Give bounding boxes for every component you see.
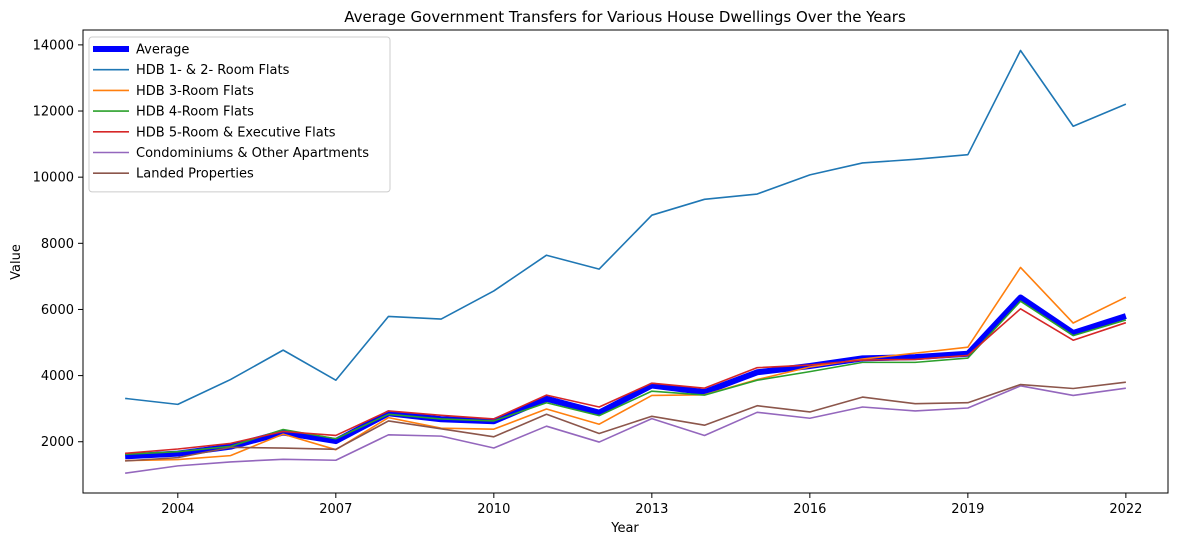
x-axis: 2004 2007 2010 2013 2016 2019 2022: [161, 493, 1142, 517]
series-line-0: [124, 294, 1127, 460]
legend-label-0: Average: [136, 43, 189, 58]
x-axis-title: Year: [610, 521, 639, 536]
series-line-2: [125, 266, 1127, 462]
series-line-5: [125, 385, 1126, 474]
legend-label-6: Landed Properties: [136, 167, 254, 182]
x-tick-label: 2004: [161, 502, 194, 517]
plot-frame: [82, 29, 1169, 494]
x-tick-label: 2016: [793, 502, 826, 517]
legend: Average HDB 1- & 2- Room Flats HDB 3-Room …: [88, 36, 391, 193]
x-tick-label: 2022: [1109, 502, 1142, 517]
x-tick-label: 2007: [319, 502, 352, 517]
legend-label-3: HDB 4-Room Flats: [136, 105, 254, 120]
x-tick-label: 2010: [477, 502, 510, 517]
y-tick-label: 8000: [41, 237, 74, 252]
legend-label-5: Condominiums & Other Apartments: [136, 146, 369, 161]
series-line-3: [125, 300, 1127, 456]
legend-label-1: HDB 1- & 2- Room Flats: [136, 63, 290, 78]
plot-lines: [124, 49, 1127, 474]
legend-label-2: HDB 3-Room Flats: [136, 84, 254, 99]
series-line-4: [125, 307, 1127, 455]
series-line-1: [125, 49, 1127, 406]
y-tick-label: 6000: [41, 303, 74, 318]
series-line-6: [125, 381, 1126, 462]
legend-box: [88, 36, 391, 193]
x-tick-label: 2019: [951, 502, 984, 517]
y-tick-label: 2000: [41, 435, 74, 450]
legend-label-4: HDB 5-Room & Executive Flats: [136, 125, 336, 140]
y-tick-label: 4000: [41, 369, 74, 384]
y-tick-label: 10000: [33, 171, 74, 186]
y-tick-label: 12000: [33, 105, 74, 120]
y-tick-label: 14000: [33, 38, 74, 53]
chart-title: Average Government Transfers for Various…: [344, 8, 906, 26]
x-tick-label: 2013: [635, 502, 668, 517]
y-axis: 2000 4000 6000 8000 10000 12000 14000: [33, 38, 83, 450]
y-axis-title: Value: [9, 244, 24, 280]
